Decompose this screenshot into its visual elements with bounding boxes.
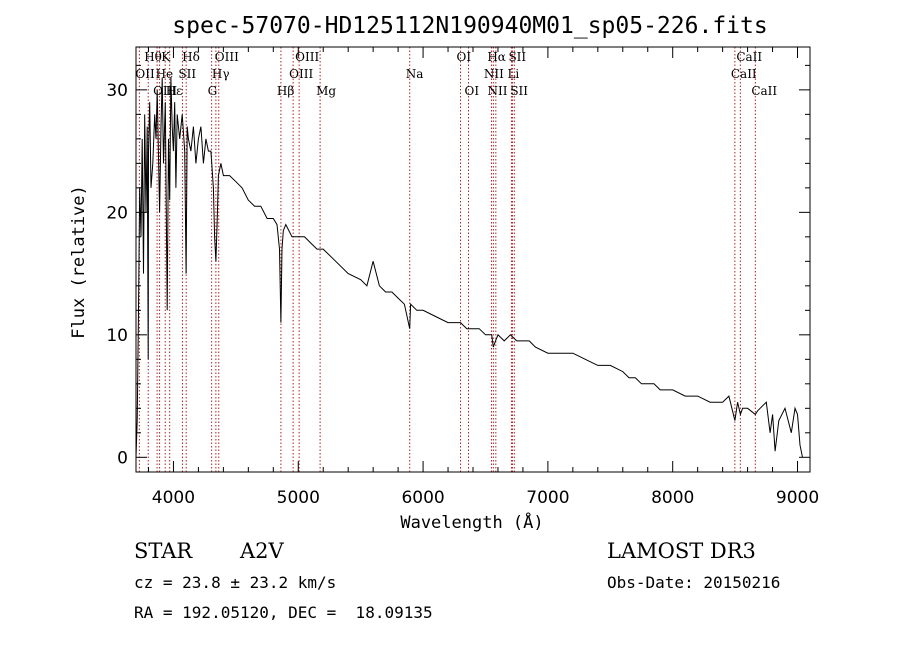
spectrum-chart: spec-57070-HD125112N190940M01_sp05-226.f… bbox=[69, 13, 819, 533]
redshift-cz: cz = 23.8 ± 23.2 km/s bbox=[134, 573, 337, 592]
line-label-13: OIII bbox=[289, 67, 313, 81]
y-tick-label-20: 20 bbox=[106, 203, 128, 223]
x-tick-label-6000: 6000 bbox=[401, 488, 444, 508]
line-label-4: OIII bbox=[295, 50, 319, 64]
line-label-1: K bbox=[161, 50, 171, 64]
line-label-3: OIII bbox=[215, 50, 239, 64]
line-label-0: Hθ bbox=[144, 50, 162, 64]
x-axis-label: Wavelength (Å) bbox=[400, 511, 543, 533]
object-class: STAR bbox=[134, 539, 193, 563]
line-label-6: Hα bbox=[487, 50, 506, 64]
line-label-17: CaII bbox=[731, 67, 757, 81]
line-label-10: He bbox=[156, 67, 174, 81]
x-tick-label-9000: 9000 bbox=[776, 488, 819, 508]
plot-frame bbox=[135, 46, 811, 473]
line-label-21: Hβ bbox=[277, 84, 294, 98]
line-label-11: SII bbox=[178, 67, 196, 81]
line-label-22: Mg bbox=[316, 84, 336, 98]
y-tick-label-10: 10 bbox=[106, 326, 128, 346]
axis-ticks: 4000 5000 6000 7000 8000 9000 0 10 20 30 bbox=[106, 47, 819, 508]
flux-series-line bbox=[135, 77, 803, 458]
line-label-12: Hγ bbox=[212, 67, 230, 81]
survey-name: LAMOST DR3 bbox=[607, 539, 756, 563]
line-label-26: CaII bbox=[751, 84, 777, 98]
object-subclass: A2V bbox=[240, 539, 284, 563]
y-axis-label: Flux (relative) bbox=[69, 185, 89, 339]
y-tick-label-30: 30 bbox=[106, 81, 128, 101]
line-label-8: CaII bbox=[736, 50, 762, 64]
line-label-25: SII bbox=[510, 84, 528, 98]
line-label-16: Li bbox=[507, 67, 519, 81]
x-tick-label-5000: 5000 bbox=[277, 488, 320, 508]
line-label-23: OI bbox=[465, 84, 480, 98]
line-label-5: OI bbox=[457, 50, 472, 64]
line-label-19: Hε bbox=[166, 84, 183, 98]
line-label-20: G bbox=[208, 84, 218, 98]
observation-date: Obs-Date: 20150216 bbox=[607, 573, 781, 592]
spectral-line-markers bbox=[138, 47, 756, 472]
x-tick-label-4000: 4000 bbox=[152, 488, 195, 508]
y-tick-label-0: 0 bbox=[117, 448, 128, 468]
x-tick-label-7000: 7000 bbox=[526, 488, 569, 508]
line-label-9: OII bbox=[135, 67, 155, 81]
line-label-15: NII bbox=[484, 67, 504, 81]
chart-title: spec-57070-HD125112N190940M01_sp05-226.f… bbox=[172, 13, 767, 39]
line-label-24: NII bbox=[487, 84, 507, 98]
line-label-14: Na bbox=[406, 67, 424, 81]
x-tick-label-8000: 8000 bbox=[651, 488, 694, 508]
line-label-7: SII bbox=[508, 50, 526, 64]
line-label-2: Hδ bbox=[182, 50, 200, 64]
sky-coordinates: RA = 192.05120, DEC = 18.09135 bbox=[134, 603, 433, 622]
